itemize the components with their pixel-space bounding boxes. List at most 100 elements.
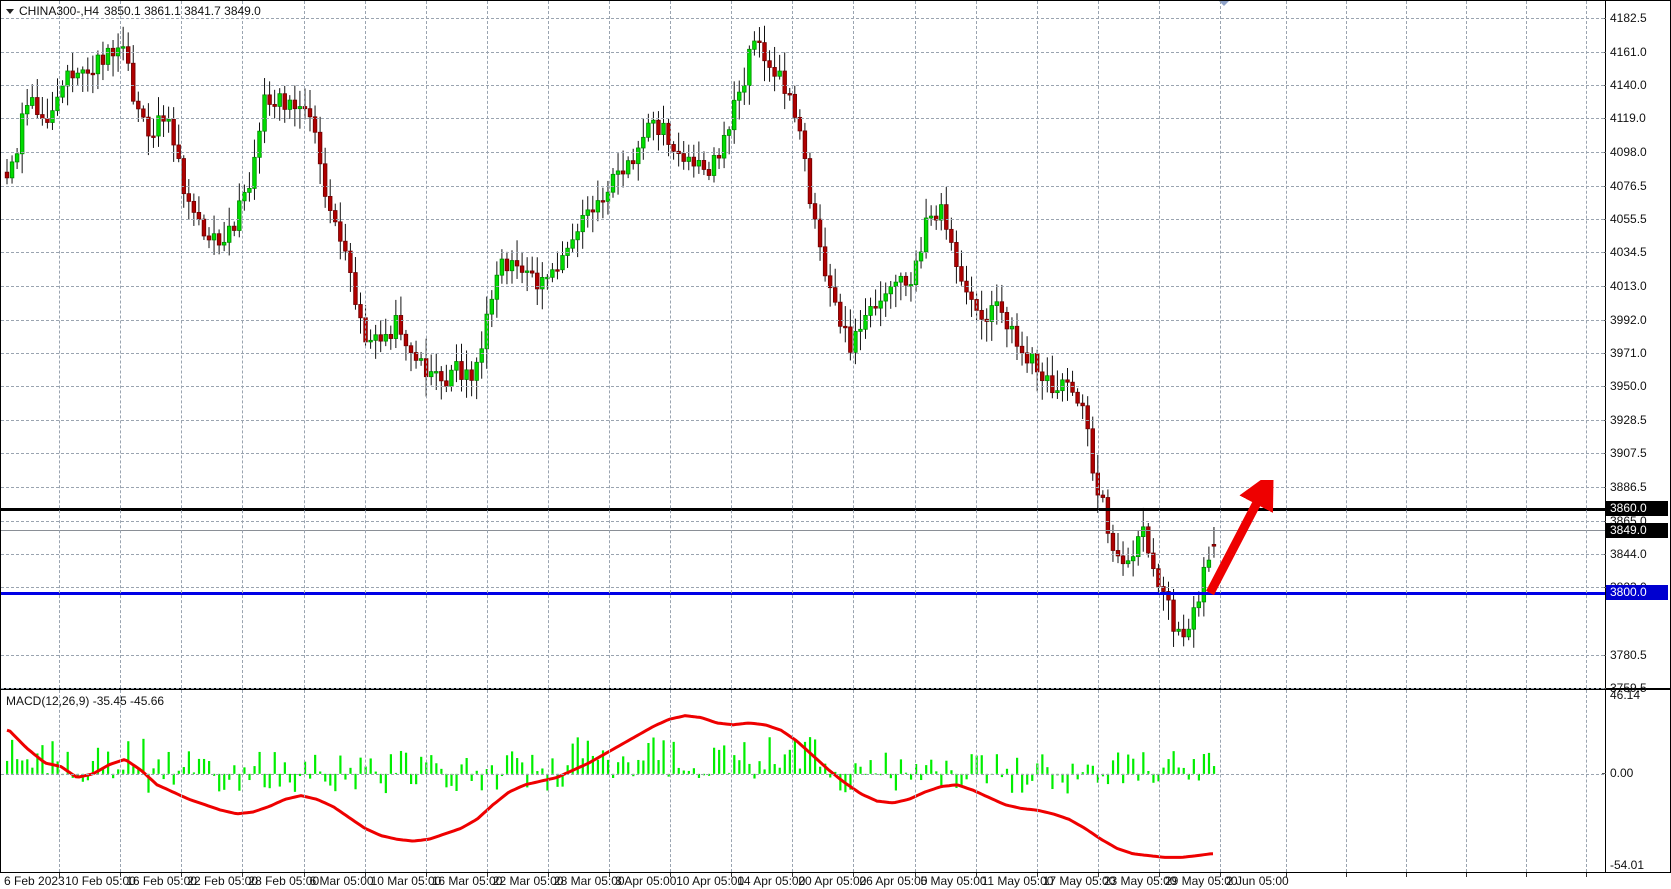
macd-gridline-vertical <box>1159 690 1160 872</box>
macd-histogram-bar <box>601 750 605 774</box>
time-scale-axis[interactable]: 6 Feb 2023 10 Feb 05:00 16 Feb 05:00 22 Feb… <box>0 872 1671 889</box>
macd-histogram-bar <box>132 766 135 774</box>
macd-histogram-bar <box>1076 773 1079 780</box>
macd-histogram-bar <box>374 771 377 774</box>
macd-histogram-bar <box>147 773 150 793</box>
candle-body-bearish <box>292 99 298 110</box>
macd-histogram-bar <box>96 747 100 774</box>
chart-header[interactable]: CHINA300-,H4 3850.1 3861.1 3841.7 3849.0 <box>6 4 261 18</box>
macd-histogram-bar <box>243 767 246 774</box>
candle-body-bullish <box>428 371 434 378</box>
macd-histogram-bar <box>314 754 317 774</box>
macd-histogram-bar <box>551 758 554 774</box>
macd-histogram-bar <box>995 754 998 774</box>
price-gridline-horizontal <box>1 688 1604 689</box>
macd-histogram-bar <box>1046 767 1049 774</box>
price-tag-blue[interactable]: 3800.0 <box>1606 585 1668 600</box>
price-axis-label: 3928.5 <box>1610 413 1647 428</box>
macd-histogram-bar <box>521 762 524 774</box>
macd-histogram-bar <box>268 773 271 789</box>
price-axis-tick <box>1602 420 1606 422</box>
price-axis-label: 4140.0 <box>1610 77 1647 92</box>
candle-body-bearish <box>1004 312 1010 330</box>
current-price-line[interactable] <box>1 530 1605 531</box>
resistance-level-line[interactable] <box>1 508 1605 511</box>
macd-histogram-bar <box>420 756 423 774</box>
macd-histogram-bar <box>223 773 226 790</box>
macd-histogram-bar <box>940 773 943 788</box>
macd-histogram-bar <box>718 749 721 774</box>
candle-body-bullish <box>237 200 242 231</box>
time-axis-tick <box>1098 873 1099 877</box>
time-axis-tick <box>792 873 793 877</box>
candle-body-bearish <box>691 156 696 167</box>
macd-histogram-bar <box>571 743 574 774</box>
candle-body-bearish <box>181 158 186 195</box>
price-chart-plot-area[interactable] <box>1 1 1604 688</box>
macd-histogram-bar <box>1016 757 1019 774</box>
candle-body-bearish <box>186 193 191 202</box>
candle-body-bullish <box>247 188 252 193</box>
price-tag-black[interactable]: 3860.0 <box>1606 501 1668 516</box>
macd-histogram-bar <box>1167 759 1170 774</box>
macd-histogram-bar <box>667 773 670 777</box>
time-axis-tick <box>59 873 60 877</box>
macd-histogram-bar <box>117 769 120 774</box>
scroll-position-marker[interactable] <box>1218 0 1230 6</box>
macd-gridline-vertical <box>365 690 366 872</box>
support-level-line[interactable] <box>1 592 1605 595</box>
candle-body-bearish <box>762 42 767 62</box>
macd-histogram-bar <box>1111 760 1115 774</box>
candle-body-bearish <box>1070 381 1075 393</box>
macd-histogram-bar <box>1182 767 1185 774</box>
macd-gridline-vertical <box>976 690 977 872</box>
candle-body-bullish <box>1186 628 1191 638</box>
macd-histogram-bar <box>743 742 746 774</box>
macd-histogram-bar <box>642 760 645 774</box>
macd-histogram-bar <box>253 766 256 774</box>
price-axis-tick <box>1602 51 1606 53</box>
macd-scale-axis[interactable]: 46.14 0.00 -54.01 <box>1602 689 1671 872</box>
time-axis-tick <box>1159 873 1160 877</box>
candle-body-bullish <box>580 215 585 233</box>
candle-body-bullish <box>75 72 80 79</box>
price-axis-tick <box>1602 151 1606 153</box>
price-gridline-horizontal <box>1 352 1604 354</box>
macd-histogram-bar <box>859 766 862 774</box>
macd-indicator-svg <box>6 714 1216 859</box>
time-axis-label: 22 Feb 05:00 <box>187 874 259 888</box>
collapse-caret-icon[interactable] <box>6 8 14 14</box>
candle-body-bearish <box>4 171 10 179</box>
price-gridline-horizontal <box>1 420 1604 422</box>
macd-histogram-bar <box>238 773 241 791</box>
price-gridline-vertical <box>731 1 732 688</box>
macd-plot-area[interactable] <box>1 690 1604 872</box>
price-gridline-vertical <box>548 1 549 688</box>
candle-body-bearish <box>232 225 237 231</box>
candle-body-bullish <box>615 170 621 175</box>
macd-histogram-bar <box>596 759 600 774</box>
price-scale-separator <box>1605 0 1606 689</box>
candle-body-bullish <box>509 260 515 272</box>
macd-histogram-bar <box>652 737 655 774</box>
macd-histogram-bar <box>556 773 559 787</box>
macd-histogram-bar <box>1177 767 1180 774</box>
price-axis-tick <box>1602 352 1606 354</box>
macd-histogram-bar <box>531 754 534 774</box>
time-axis-tick <box>487 873 488 877</box>
macd-histogram-bar <box>869 760 872 774</box>
bullish-arrow-annotation[interactable] <box>1180 470 1290 605</box>
candle-body-bullish <box>994 301 999 306</box>
macd-histogram-bar <box>233 765 236 774</box>
macd-histogram-bar <box>384 773 387 794</box>
time-axis-label: 28 Mar 05:00 <box>553 874 625 888</box>
macd-histogram-bar <box>899 759 903 774</box>
macd-histogram-bar <box>672 741 675 774</box>
price-tag-black[interactable]: 3849.0 <box>1606 523 1668 538</box>
time-axis-tick <box>731 873 732 877</box>
candle-body-bearish <box>812 203 818 220</box>
price-axis-label: 3971.0 <box>1610 345 1647 360</box>
price-scale-axis[interactable]: 4182.5 4161.0 4140.0 4119.0 4098.0 4076.5 4055… <box>1602 0 1671 694</box>
macd-histogram-bar <box>1152 773 1155 783</box>
macd-histogram-bar <box>470 773 473 781</box>
